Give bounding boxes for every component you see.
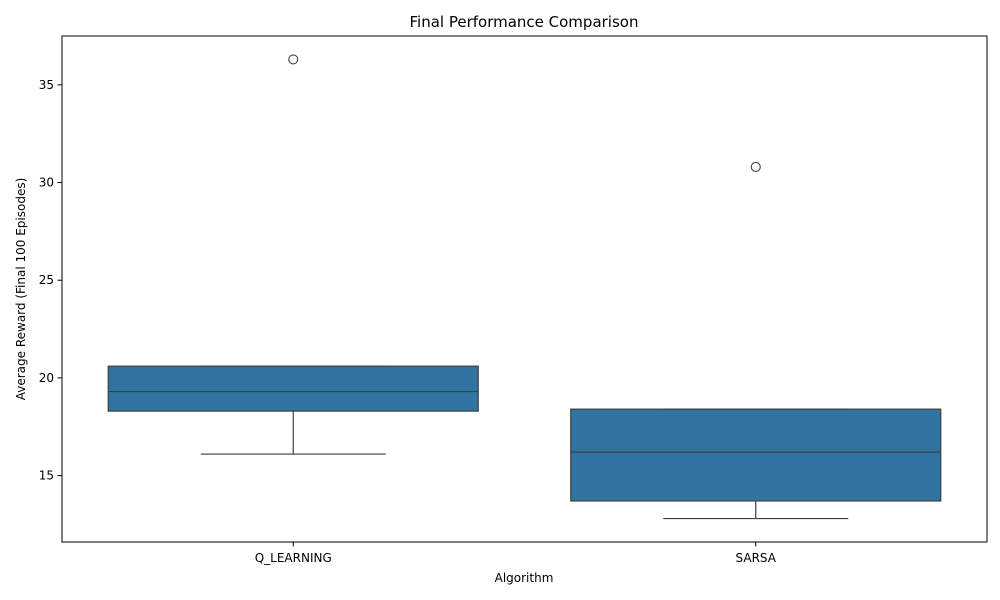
x-axis-label: Algorithm: [495, 571, 554, 585]
iqr-box: [570, 408, 942, 502]
y-tick-label: 25: [39, 273, 54, 287]
y-tick-label: 30: [39, 176, 54, 190]
y-axis: 15 20 25 30 35: [39, 78, 62, 483]
x-tick-label: SARSA: [736, 551, 777, 565]
y-tick-label: 20: [39, 371, 54, 385]
outlier-point: [288, 54, 299, 65]
box-group-sarsa: [570, 161, 942, 520]
x-tick-label: Q_LEARNING: [255, 551, 332, 565]
y-tick-label: 35: [39, 78, 54, 92]
outlier-point: [750, 161, 761, 172]
plot-area: [61, 35, 988, 543]
y-tick-label: 15: [39, 469, 54, 483]
x-axis: Q_LEARNING SARSA: [255, 542, 777, 565]
y-axis-label: Average Reward (Final 100 Episodes): [14, 178, 28, 401]
iqr-box: [107, 365, 479, 412]
plot-frame: [61, 35, 988, 543]
box-group-q-learning: [107, 54, 479, 455]
chart-title: Final Performance Comparison: [410, 13, 639, 31]
